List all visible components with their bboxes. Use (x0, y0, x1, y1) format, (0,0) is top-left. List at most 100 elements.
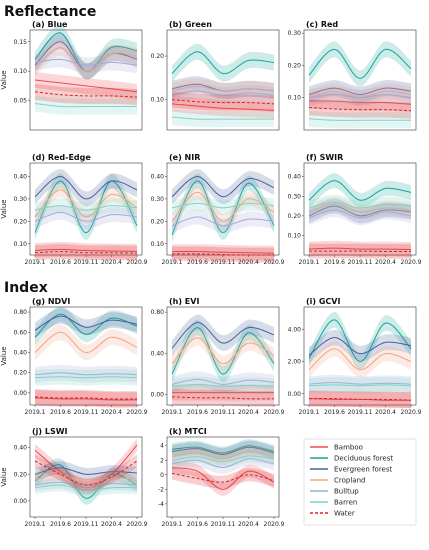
x-tick-label: 2020.4 (101, 259, 122, 266)
y-tick-label: 0.00 (14, 390, 28, 397)
band-cropland (309, 340, 411, 378)
x-tick-label: 2019.11 (348, 409, 373, 416)
panel-nir: (e) NIR 0.10 0.20 0.30 0.40 2019.1 2019.6 2019.… (151, 153, 285, 266)
series-line-bulltup (34, 372, 138, 376)
band-deciduous-forest (172, 319, 274, 382)
x-tick-label: 2020.4 (101, 521, 122, 528)
band-bulltup (309, 86, 411, 106)
axes-frame (303, 29, 417, 131)
series-line-barren (34, 484, 138, 491)
band-cropland (172, 330, 274, 372)
y-tick-label: 0.20 (14, 370, 28, 377)
series-line-deciduous-forest (171, 51, 275, 75)
band-deciduous-forest (172, 173, 274, 243)
series-line-cropland (171, 191, 275, 222)
y-tick-label: 0.10 (14, 241, 28, 248)
y-axis-label: Value (0, 467, 8, 486)
x-tick-label: 2020.9 (127, 521, 148, 528)
series-line-bulltup (34, 58, 138, 66)
band-cropland (35, 467, 137, 492)
band-deciduous-forest (35, 173, 137, 240)
x-tick-label: 2019.1 (299, 409, 320, 416)
y-tick-label: 0.00 (151, 392, 165, 399)
y-tick-label: 0.10 (288, 232, 302, 239)
x-tick-label: 2019.6 (187, 409, 208, 416)
section-title-index: Index (4, 280, 48, 296)
x-tick-label: 2020.9 (127, 409, 148, 416)
x-tick-label: 2019.1 (162, 409, 183, 416)
y-tick-label: -2 (158, 486, 164, 493)
y-tick-label: 0.20 (288, 62, 302, 69)
panel-title: (f) SWIR (306, 153, 343, 162)
x-tick-label: 2020.9 (264, 521, 285, 528)
band-bulltup (35, 51, 137, 74)
x-tick-label: 2019.11 (211, 521, 236, 528)
x-tick-label: 2020.9 (264, 409, 285, 416)
x-tick-label: 2020.9 (264, 259, 285, 266)
band-cropland (35, 39, 137, 80)
series-line-evergreen-forest (34, 315, 138, 331)
x-tick-label: 2019.1 (25, 409, 46, 416)
x-tick-label: 2020.4 (238, 409, 259, 416)
panel-title: (d) Red-Edge (32, 153, 91, 162)
series-line-barren (171, 202, 275, 209)
x-tick-label: 2019.11 (211, 409, 236, 416)
series-line-cropland (171, 337, 275, 365)
band-barren (35, 95, 137, 115)
band-water (35, 454, 137, 492)
y-tick-label: 4 (160, 443, 164, 450)
band-barren (35, 478, 137, 497)
band-evergreen-forest (35, 33, 137, 80)
band-barren (172, 195, 274, 216)
legend-label: Bamboo (334, 444, 363, 452)
y-tick-label: 0.20 (14, 218, 28, 225)
series-line-bulltup (34, 211, 138, 222)
band-deciduous-forest (309, 311, 411, 370)
series-line-bamboo (308, 100, 412, 105)
series-line-evergreen-forest (308, 205, 412, 217)
series-line-deciduous-forest (34, 464, 138, 499)
band-water (172, 91, 274, 112)
y-tick-label: 0.30 (288, 30, 302, 37)
y-tick-label: 0.80 (14, 309, 28, 316)
y-tick-label: 0.00 (288, 391, 302, 398)
x-tick-label: 2019.11 (348, 259, 373, 266)
band-evergreen-forest (309, 80, 411, 103)
band-deciduous-forest (172, 439, 274, 460)
series-line-water (308, 106, 412, 112)
x-tick-label: 2019.6 (50, 521, 71, 528)
y-tick-label: 0.00 (14, 498, 28, 505)
x-tick-label: 2019.6 (187, 259, 208, 266)
panel-green: (b) Green 0.10 0.20 (151, 20, 280, 131)
band-water (309, 99, 411, 119)
band-water (35, 83, 137, 106)
y-tick-label: 0.20 (14, 471, 28, 478)
series-line-cropland (308, 348, 412, 371)
band-cropland (35, 324, 137, 361)
section-title-reflectance: Reflectance (4, 4, 96, 20)
y-tick-label: 0.60 (14, 329, 28, 336)
series-line-deciduous-forest (171, 327, 275, 375)
band-deciduous-forest (309, 173, 411, 208)
band-cropland (172, 78, 274, 99)
band-evergreen-forest (309, 198, 411, 224)
panel-title: (i) GCVI (306, 297, 340, 306)
x-tick-label: 2020.4 (101, 409, 122, 416)
series-line-cropland (34, 189, 138, 218)
panels: (a) Blue 0.05 0.10 0.15 Value (b) Green 0.10 0.… (0, 20, 422, 528)
y-tick-label: 2 (160, 457, 164, 464)
y-tick-label: 0.40 (151, 350, 165, 357)
band-deciduous-forest (35, 24, 137, 80)
band-barren (35, 198, 137, 218)
series-line-water (34, 251, 138, 254)
series-line-water (34, 460, 138, 486)
y-tick-label: 0.10 (288, 95, 302, 102)
x-tick-label: 2020.4 (238, 521, 259, 528)
band-barren (309, 194, 411, 216)
legend-label: Water (334, 510, 355, 518)
panel-title: (h) EVI (169, 297, 199, 306)
band-deciduous-forest (35, 458, 137, 505)
panel-ndvi: (g) NDVI 0.00 0.20 0.40 0.60 0.80 2019.1 2019.6… (0, 297, 148, 416)
x-tick-label: 2019.11 (74, 409, 99, 416)
